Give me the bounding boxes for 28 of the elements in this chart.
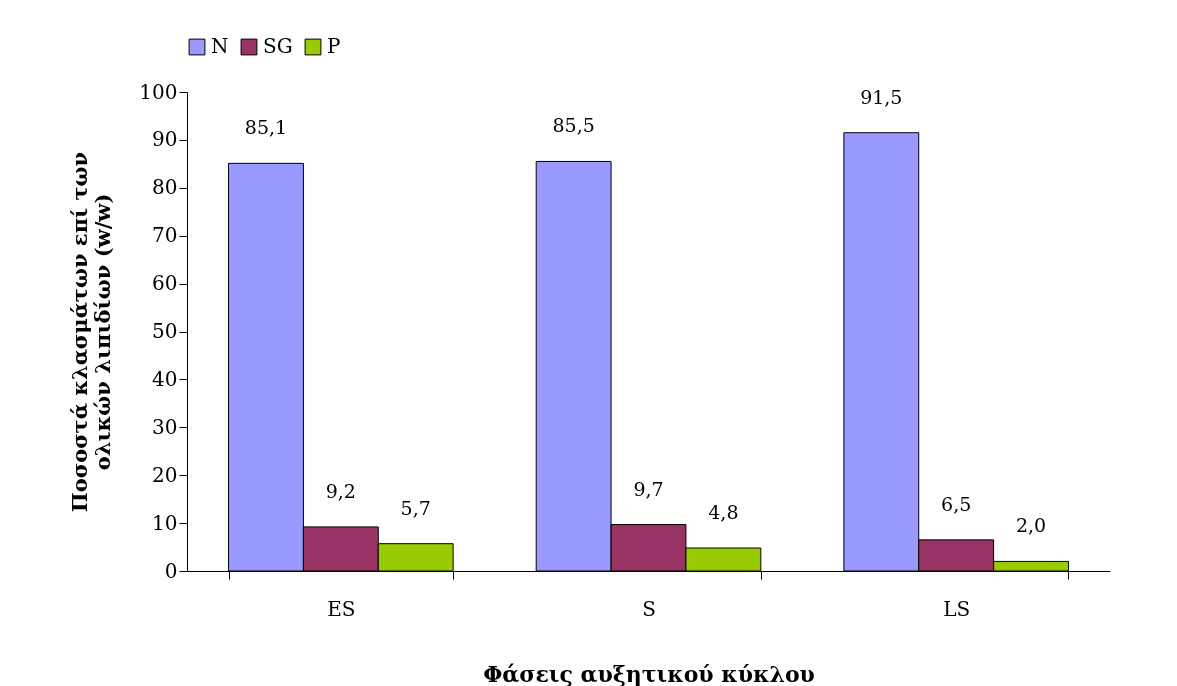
- y-tick-label: 40: [152, 366, 178, 391]
- data-label: 4,8: [708, 501, 739, 524]
- y-tick-label: 10: [152, 510, 178, 535]
- legend-label: P: [327, 34, 341, 58]
- x-axis-title: Φάσεις αυξητικού κύκλου: [483, 660, 815, 686]
- y-tick-label: 20: [152, 462, 178, 487]
- data-label: 9,2: [325, 479, 356, 502]
- x-tick-label: ES: [327, 596, 356, 621]
- y-tick-label: 50: [152, 319, 178, 343]
- y-tick-label: 0: [164, 558, 178, 583]
- legend-label: N: [211, 34, 229, 58]
- data-label: 85,5: [552, 114, 595, 137]
- y-tick-label: 100: [139, 79, 178, 104]
- y-tick-label: 90: [152, 127, 178, 152]
- data-label: 5,7: [400, 496, 431, 519]
- data-label: 6,5: [941, 492, 972, 515]
- data-label: 2,0: [1015, 514, 1047, 537]
- y-tick-label: 80: [152, 175, 178, 200]
- y-tick-label: 30: [152, 414, 178, 439]
- data-label: 85,1: [244, 116, 288, 139]
- legend-label: SG: [263, 34, 293, 58]
- data-label: 91,5: [860, 85, 903, 108]
- y-tick-label: 70: [152, 223, 178, 248]
- x-tick-label: LS: [943, 596, 971, 621]
- y-axis-title: Ποσοστά κλασμάτων επί των ολικών λιπιδίων (w/w): [67, 151, 116, 513]
- data-label: 9,7: [633, 477, 664, 500]
- y-tick-label: 60: [152, 271, 178, 296]
- x-tick-label: S: [642, 596, 656, 621]
